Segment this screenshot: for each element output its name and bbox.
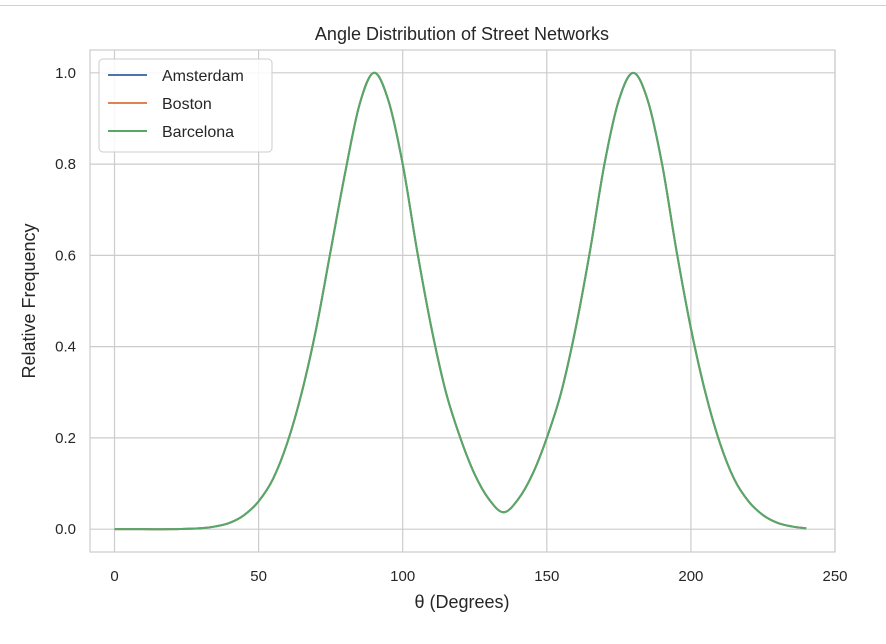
legend: Amsterdam Boston Barcelona (98, 58, 273, 153)
x-tick-labels: 0 50 100 150 200 250 (110, 568, 847, 585)
legend-label-boston: Boston (162, 96, 212, 113)
x-tick-label: 100 (390, 568, 415, 585)
x-tick-label: 0 (110, 568, 118, 585)
series-lines (114, 71, 807, 531)
x-axis-label: θ (Degrees) (414, 592, 509, 612)
y-tick-label: 0.8 (55, 156, 76, 173)
chart-title: Angle Distribution of Street Networks (315, 24, 609, 44)
window-top-edge (0, 0, 886, 6)
y-tick-labels: 0.0 0.2 0.4 0.6 0.8 1.0 (55, 65, 76, 538)
x-tick-label: 250 (822, 568, 847, 585)
x-tick-label: 150 (534, 568, 559, 585)
legend-label-amsterdam: Amsterdam (162, 68, 244, 85)
y-axis-label: Relative Frequency (19, 223, 39, 378)
legend-label-barcelona: Barcelona (162, 124, 234, 141)
y-tick-label: 0.4 (55, 339, 76, 356)
y-tick-label: 0.6 (55, 247, 76, 264)
x-tick-label: 200 (678, 568, 703, 585)
y-tick-label: 1.0 (55, 65, 76, 82)
series-line-barcelona (114, 71, 807, 531)
x-tick-label: 50 (250, 568, 267, 585)
y-tick-label: 0.2 (55, 430, 76, 447)
y-tick-label: 0.0 (55, 521, 76, 538)
legend-box (98, 58, 273, 153)
